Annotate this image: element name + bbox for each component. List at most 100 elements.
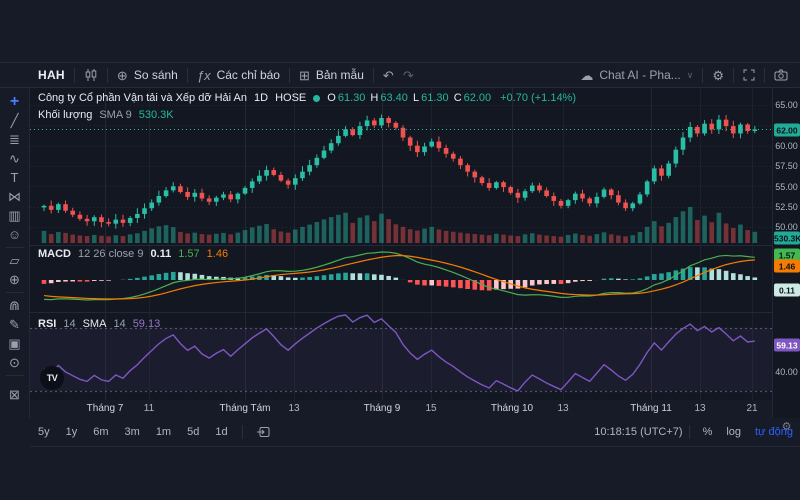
forecast-tool-icon[interactable]: ▥ [8, 207, 21, 223]
price-tick: 52.50 [775, 202, 798, 212]
sidebar-divider [5, 292, 24, 293]
rsi-badge: 59.13 [774, 338, 800, 352]
range-button-3m[interactable]: 3m [124, 426, 140, 438]
fib-retracement-icon[interactable]: ≣ [9, 131, 20, 147]
price-tick: 55.00 [775, 182, 798, 192]
time-label: 15 [425, 403, 437, 414]
range-button-6m[interactable]: 6m [93, 426, 109, 438]
chevron-down-icon: ∨ [686, 69, 694, 80]
sidebar-divider [5, 375, 24, 376]
fullscreen-button[interactable] [734, 63, 764, 87]
hide-drawings-icon[interactable]: ⊙ [9, 354, 20, 370]
toolbar-divider [186, 67, 188, 83]
fx-icon: ƒx [196, 67, 211, 83]
bottombar-divider [241, 425, 243, 439]
camera-icon [774, 69, 788, 81]
macd-badge: 1.46 [774, 259, 800, 273]
log-scale-button[interactable]: log [726, 426, 742, 438]
redo-button[interactable]: ↷ [403, 63, 423, 87]
percent-scale-button[interactable]: % [702, 426, 713, 438]
cloud-icon: ☁ [580, 67, 594, 83]
range-buttons: 5y 1y 6m 3m 1m 5d 1d [30, 426, 236, 438]
brush-icon[interactable]: ∿ [9, 150, 20, 166]
chart-style-button[interactable] [75, 63, 107, 87]
time-label: Tháng 7 [86, 403, 124, 414]
bottom-toolbar: 5y 1y 6m 3m 1m 5d 1d 10:18:15 (UTC+7) % log tự… [30, 418, 800, 447]
price-axis[interactable]: ⚙ 65.00 60.00 57.50 55.00 52.50 50.00 62.00 530… [772, 88, 800, 433]
tradingview-logo[interactable]: TV [40, 366, 64, 390]
fullscreen-icon [743, 69, 755, 81]
undo-button[interactable]: ↶ [374, 63, 403, 87]
toolbar-divider [106, 67, 108, 83]
toolbar-divider [73, 67, 75, 83]
goto-date-button[interactable] [249, 426, 277, 438]
toolbar-divider [764, 67, 765, 83]
bottombar-right-group: 10:18:15 (UTC+7) % log tự động [594, 425, 800, 439]
toolbar-right-group: ☁ Chat AI - Pha... ∨ ⚙ [571, 63, 800, 87]
candlestick-icon [84, 68, 98, 82]
price-tick: 65.00 [775, 100, 798, 110]
grid-icon: ⊞ [298, 67, 310, 83]
sidebar-divider [5, 247, 24, 248]
clock[interactable]: 10:18:15 (UTC+7) [594, 426, 683, 438]
draw-mode-icon[interactable]: ✎ [9, 316, 20, 332]
lock-drawings-icon[interactable]: ▣ [8, 335, 21, 351]
templates-label: Bản mẫu [315, 68, 364, 82]
bottombar-divider [688, 425, 690, 439]
indicators-button[interactable]: ƒx Các chỉ báo [188, 63, 289, 87]
time-label: 21 [746, 403, 758, 414]
time-label: Tháng 10 [490, 403, 534, 414]
price-chart-canvas[interactable] [30, 88, 772, 400]
crosshair-icon[interactable]: + [9, 92, 20, 110]
axis-settings-gear-icon[interactable]: ⚙ [781, 421, 792, 433]
time-label: 13 [557, 403, 569, 414]
drawing-tools-sidebar: + ╱ ≣ ∿ T ⋈ ▥ ☺ ▱ ⊕ ⋒ ✎ ▣ ⊙ ⊠ [0, 88, 30, 418]
top-toolbar: HAH ⊕ So sánh ƒx Các chỉ báo ⊞ Bả [0, 62, 800, 88]
auto-scale-button[interactable]: tự động [755, 426, 793, 438]
time-label: 13 [694, 403, 706, 414]
time-axis[interactable]: Tháng 7 11 Tháng Tám 13 Tháng 9 15 Tháng 10 13 T… [30, 400, 772, 418]
measure-icon[interactable]: ▱ [9, 252, 20, 268]
chat-ai-button[interactable]: ☁ Chat AI - Pha... ∨ [571, 63, 702, 87]
snapshot-button[interactable] [765, 63, 800, 87]
gear-icon: ⚙ [712, 67, 724, 83]
magnet-icon[interactable]: ⋒ [9, 297, 20, 313]
price-tick: 60.00 [775, 141, 798, 151]
range-button-5d[interactable]: 5d [187, 426, 200, 438]
range-button-1d[interactable]: 1d [215, 426, 228, 438]
toolbar-divider [288, 67, 290, 83]
toolbar-divider [733, 67, 734, 83]
xabcd-pattern-icon[interactable]: ⋈ [8, 188, 21, 204]
time-label: 11 [143, 403, 155, 414]
macd-badge: 1.57 [774, 248, 800, 262]
undo-icon: ↶ [382, 67, 394, 83]
plus-circle-icon: ⊕ [116, 67, 128, 83]
symbol-button[interactable]: HAH [38, 68, 65, 82]
price-tick: 57.50 [775, 161, 798, 171]
settings-button[interactable]: ⚙ [703, 63, 733, 87]
volume-badge: 530.3K [774, 231, 800, 245]
text-tool-icon[interactable]: T [10, 170, 19, 185]
price-tick: 50.00 [775, 222, 798, 232]
chat-ai-label: Chat AI - Pha... [599, 68, 681, 82]
rsi-tick: 40.00 [775, 367, 798, 377]
last-price-badge: 62.00 [774, 123, 800, 137]
remove-drawings-icon[interactable]: ⊠ [9, 386, 20, 402]
indicators-label: Các chỉ báo [216, 68, 280, 82]
time-label: Tháng 9 [363, 403, 401, 414]
time-label: 13 [288, 403, 300, 414]
zoom-in-icon[interactable]: ⊕ [9, 271, 20, 287]
trend-line-icon[interactable]: ╱ [10, 112, 19, 128]
compare-button[interactable]: ⊕ So sánh [108, 63, 187, 87]
toolbar-divider [702, 67, 704, 83]
range-button-1y[interactable]: 1y [65, 426, 78, 438]
range-button-1m[interactable]: 1m [155, 426, 172, 438]
macd-badge: 0.11 [774, 283, 800, 297]
redo-icon: ↷ [402, 67, 414, 83]
range-button-5y[interactable]: 5y [38, 426, 50, 438]
compare-label: So sánh [133, 68, 178, 82]
emoji-icon[interactable]: ☺ [7, 227, 22, 242]
chart-area: Công ty Cổ phần Vận tải và Xếp dỡ Hải An… [30, 88, 772, 400]
templates-button[interactable]: ⊞ Bản mẫu [290, 63, 373, 87]
